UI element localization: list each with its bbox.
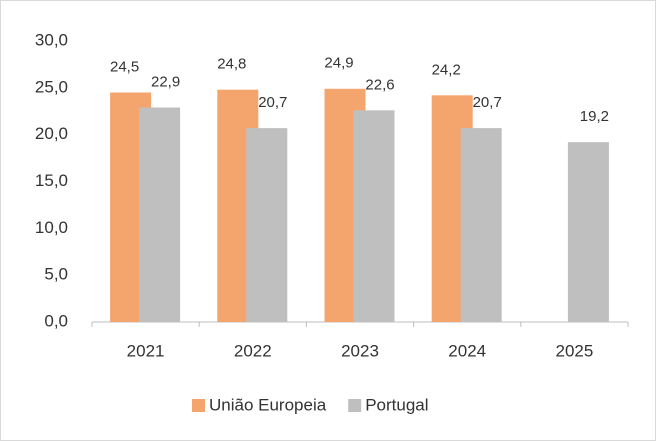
data-label: 24,5: [110, 58, 139, 75]
data-label: 24,9: [324, 55, 353, 72]
data-label: 24,8: [217, 56, 246, 73]
data-label: 24,2: [432, 61, 461, 78]
legend-label: União Europeia: [209, 395, 327, 414]
legend-label: Portugal: [365, 395, 428, 414]
data-label: 20,7: [258, 94, 287, 111]
y-tick-label: 10,0: [35, 218, 68, 237]
x-tick-label: 2021: [127, 341, 165, 360]
data-label: 20,7: [473, 94, 502, 111]
bar: [139, 107, 181, 323]
legend-swatch: [192, 399, 205, 412]
x-tick-label: 2025: [555, 341, 593, 360]
y-tick-label: 5,0: [44, 265, 68, 284]
bar: [567, 142, 609, 322]
legend-swatch: [348, 399, 362, 412]
x-tick-label: 2024: [448, 341, 486, 360]
x-tick-label: 2023: [341, 341, 379, 360]
bar: [246, 128, 288, 322]
data-label: 22,9: [151, 73, 180, 90]
x-tick-label: 2022: [234, 341, 272, 360]
data-label: 22,6: [365, 76, 394, 93]
data-label: 19,2: [580, 108, 609, 125]
y-tick-label: 25,0: [35, 77, 68, 96]
bar: [460, 128, 502, 322]
y-tick-label: 30,0: [35, 30, 68, 49]
y-tick-label: 15,0: [35, 171, 68, 190]
bar: [353, 110, 395, 323]
y-tick-label: 0,0: [44, 311, 68, 330]
y-tick-label: 20,0: [35, 124, 68, 143]
